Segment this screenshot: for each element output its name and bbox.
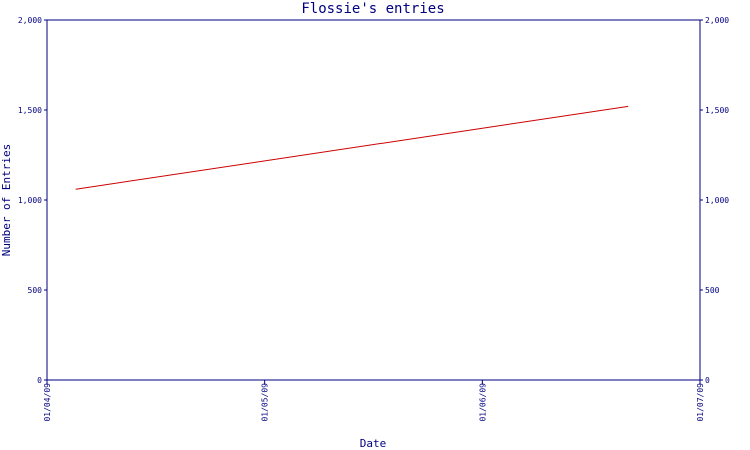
x-axis: 01/04/09 01/05/09 01/06/09 01/07/09 [43, 380, 705, 422]
y-tick-label-left: 1,000 [18, 196, 42, 205]
y-axis-title: Number of Entries [0, 144, 13, 257]
y-axis-left: 0 500 1,000 1,500 2,000 [18, 16, 47, 385]
x-tick-label: 01/04/09 [43, 383, 52, 422]
y-tick-label-right: 0 [705, 376, 710, 385]
y-tick-label-right: 500 [705, 286, 720, 295]
y-axis-right: 0 500 1,000 1,500 2,000 [700, 16, 729, 385]
plot-area-frame [46, 19, 701, 381]
x-tick-label: 01/05/09 [261, 383, 270, 422]
x-tick-label: 01/07/09 [696, 383, 705, 422]
y-tick-label-right: 2,000 [705, 16, 729, 25]
x-tick-label: 01/06/09 [478, 383, 487, 422]
y-tick-label-left: 1,500 [18, 106, 42, 115]
y-tick-label-left: 2,000 [18, 16, 42, 25]
y-tick-label-right: 1,500 [705, 106, 729, 115]
y-tick-label-right: 1,000 [705, 196, 729, 205]
series-line [75, 105, 629, 190]
x-axis-title: Date [360, 437, 387, 450]
series-layer [75, 105, 629, 190]
chart-title: Flossie's entries [301, 1, 444, 17]
y-tick-label-left: 0 [37, 376, 42, 385]
y-tick-label-left: 500 [28, 286, 43, 295]
